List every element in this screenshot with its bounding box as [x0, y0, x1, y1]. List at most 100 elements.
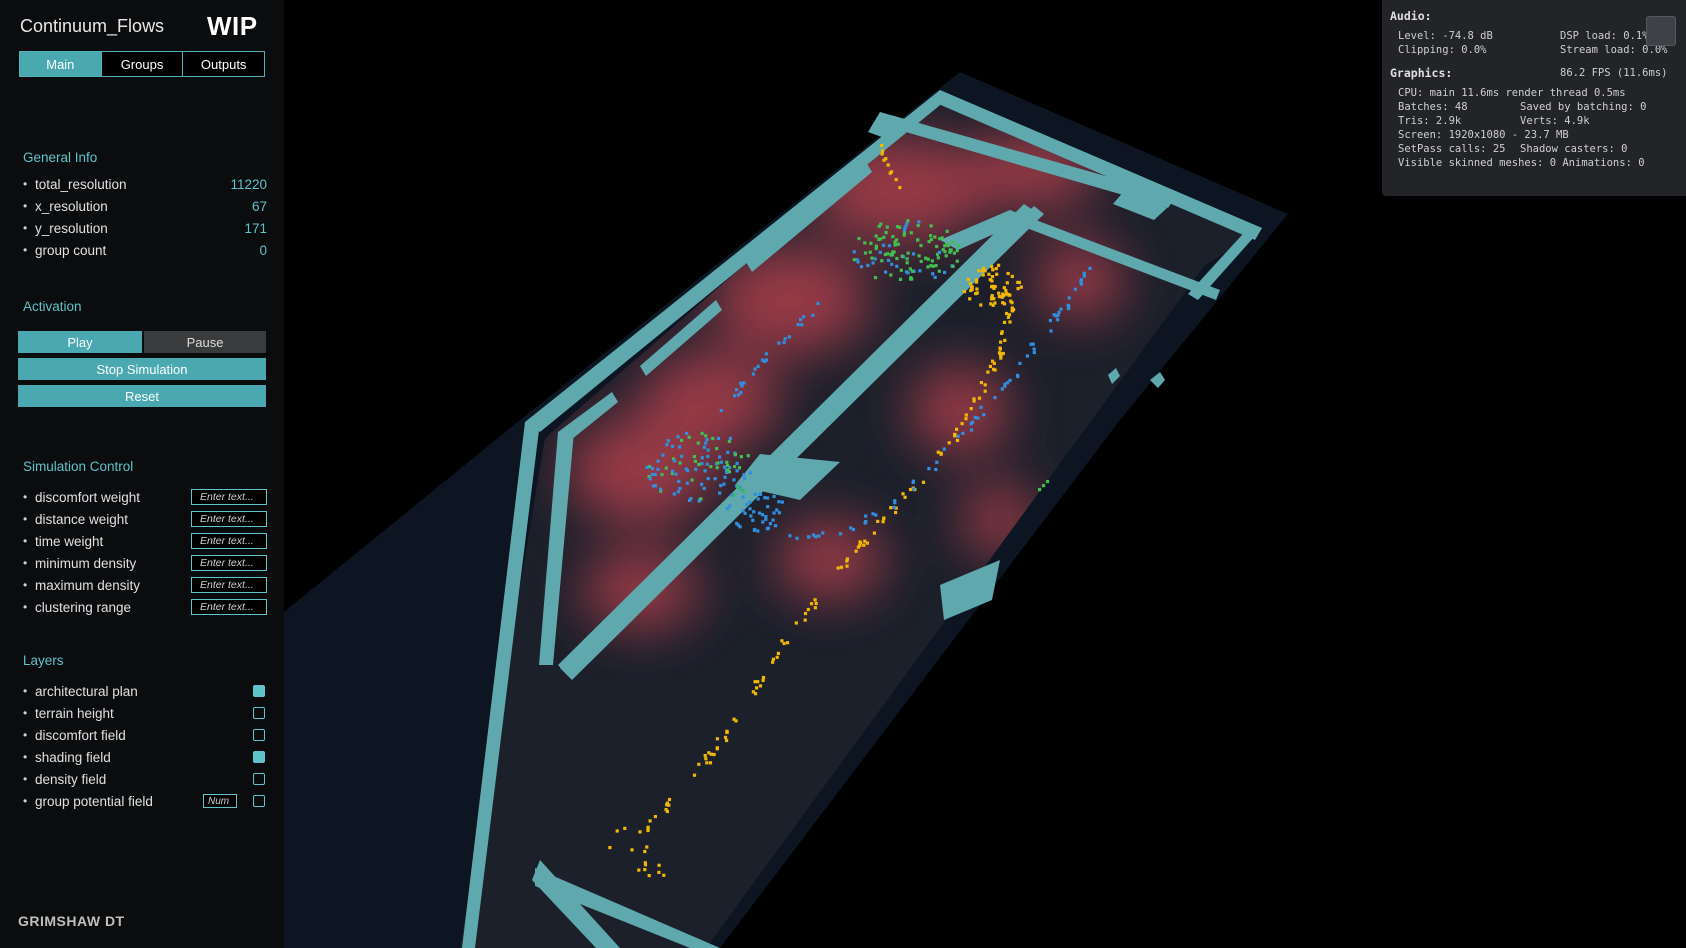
agent-dot: [917, 254, 921, 258]
agent-dot: [676, 435, 680, 439]
agent-dot: [871, 512, 875, 516]
sim-label: distance weight: [35, 511, 129, 527]
stats-overlay: Audio: Level: -74.8 dB Clipping: 0.0% DS…: [1382, 0, 1686, 196]
agent-dot: [680, 454, 684, 458]
agent-dot: [852, 250, 856, 254]
graphics-verts: Verts: 4.9k: [1520, 115, 1590, 127]
agent-dot: [983, 269, 987, 273]
maximum-density-input[interactable]: [191, 577, 267, 593]
architectural-plan-checkbox[interactable]: [253, 685, 265, 697]
audio-clipping: Clipping: 0.0%: [1398, 44, 1487, 56]
agent-dot: [647, 464, 652, 469]
agent-dot: [906, 251, 910, 255]
agent-dot: [1005, 292, 1009, 296]
agent-dot: [975, 287, 979, 291]
agent-dot: [709, 465, 713, 469]
agent-dot: [856, 545, 860, 549]
agent-dot: [734, 719, 738, 723]
agent-dot: [992, 361, 996, 365]
agent-dot: [700, 431, 704, 435]
graphics-batches: Batches: 48: [1398, 101, 1468, 113]
agent-dot: [728, 504, 732, 508]
play-button[interactable]: Play: [18, 331, 144, 353]
agent-dot: [906, 219, 910, 223]
tab-main[interactable]: Main: [20, 52, 102, 76]
agent-dot: [645, 465, 649, 469]
agent-dot: [735, 469, 739, 473]
agent-dot: [722, 482, 726, 486]
info-row-group-count: • group count 0: [23, 240, 267, 260]
clustering-range-input[interactable]: [191, 599, 267, 615]
agent-dot: [680, 438, 684, 442]
agent-dot: [884, 157, 888, 161]
agent-dot: [646, 827, 650, 831]
agent-dot: [763, 496, 767, 500]
agent-dot: [761, 520, 765, 524]
agent-dot: [771, 660, 775, 664]
reset-button[interactable]: Reset: [18, 385, 266, 407]
agent-dot: [908, 267, 912, 271]
agent-dot: [706, 448, 710, 452]
agent-dot: [868, 250, 872, 254]
agent-dot: [697, 499, 701, 503]
agent-dot: [951, 264, 955, 268]
agent-dot: [638, 830, 642, 834]
agent-dot: [884, 270, 888, 274]
agent-dot: [813, 535, 817, 539]
group-potential-field-checkbox[interactable]: [253, 795, 265, 807]
stats-settings-icon[interactable]: [1646, 16, 1676, 46]
agent-dot: [974, 292, 978, 296]
graphics-tris: Tris: 2.9k: [1398, 115, 1462, 127]
agent-dot: [677, 479, 681, 483]
pause-button[interactable]: Pause: [144, 331, 266, 353]
terrain-height-checkbox[interactable]: [253, 707, 265, 719]
agent-dot: [1002, 320, 1007, 324]
tab-outputs[interactable]: Outputs: [183, 52, 265, 76]
graphics-setpass: SetPass calls: 25: [1398, 143, 1506, 155]
agent-dot: [673, 459, 677, 463]
discomfort-weight-input[interactable]: [191, 489, 267, 505]
agent-dot: [718, 455, 722, 459]
time-weight-input[interactable]: [191, 533, 267, 549]
agent-dot: [993, 301, 997, 305]
discomfort-field-checkbox[interactable]: [253, 729, 265, 741]
agent-dot: [755, 686, 759, 690]
general-info-heading: General Info: [23, 150, 98, 165]
agent-dot: [917, 220, 921, 224]
agent-dot: [898, 186, 902, 190]
agent-dot: [855, 258, 859, 262]
density-field-checkbox[interactable]: [253, 773, 265, 785]
agent-dot: [973, 415, 977, 419]
bullet: •: [23, 490, 28, 504]
agent-dot: [903, 495, 907, 499]
agent-dot: [704, 434, 708, 438]
info-label: y_resolution: [35, 220, 108, 236]
stop-simulation-button[interactable]: Stop Simulation: [18, 358, 266, 380]
minimum-density-input[interactable]: [191, 555, 267, 571]
agent-dot: [1000, 387, 1004, 391]
tab-groups[interactable]: Groups: [101, 52, 184, 76]
group-number-input[interactable]: [203, 794, 237, 808]
agent-dot: [803, 611, 808, 616]
info-label: group count: [35, 242, 107, 258]
agent-dot: [1082, 274, 1086, 278]
agent-dot: [912, 269, 916, 273]
agent-dot: [687, 498, 692, 502]
distance-weight-input[interactable]: [191, 511, 267, 527]
agent-dot: [911, 480, 915, 485]
agent-dot: [951, 240, 955, 244]
agent-dot: [1016, 287, 1020, 291]
agent-dot: [970, 285, 974, 289]
agent-dot: [883, 252, 887, 257]
agent-dot: [863, 251, 868, 255]
agent-dot: [772, 494, 776, 499]
agent-dot: [943, 270, 947, 274]
agent-dot: [766, 505, 770, 509]
agent-dot: [955, 427, 959, 431]
graphics-skinned-meshes: Visible skinned meshes: 0 Animations: 0: [1398, 157, 1645, 169]
agent-dot: [1079, 282, 1083, 286]
agent-dot: [981, 273, 985, 277]
agent-dot: [1079, 278, 1083, 282]
shading-field-checkbox[interactable]: [253, 751, 265, 763]
agent-dot: [991, 303, 995, 307]
